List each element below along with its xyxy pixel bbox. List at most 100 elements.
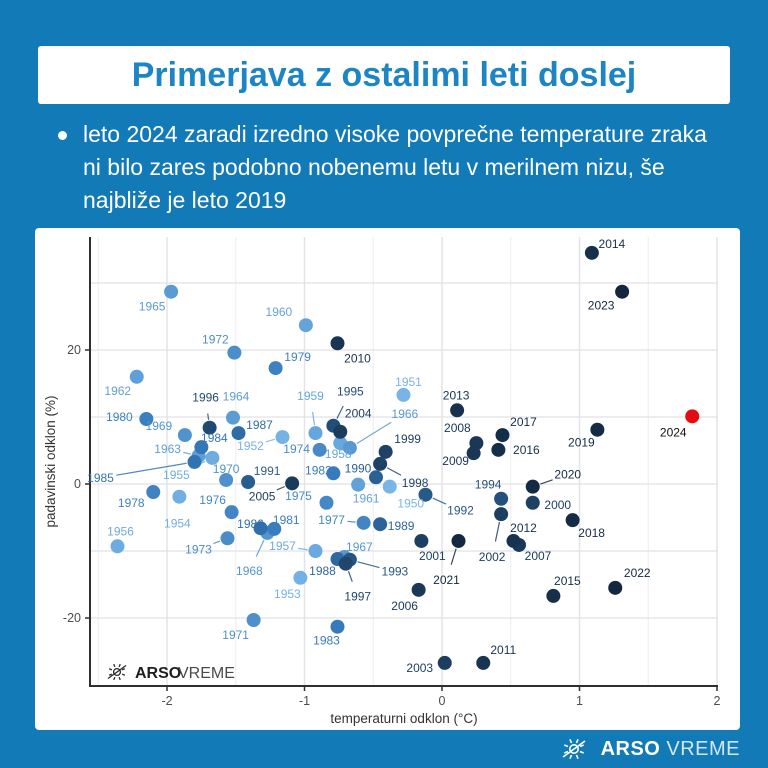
data-point-label-1962: 1962 bbox=[104, 384, 131, 398]
data-point-1987 bbox=[231, 426, 246, 441]
leader-line bbox=[116, 462, 187, 476]
data-point-1996 bbox=[202, 420, 217, 435]
plot-panel bbox=[90, 237, 718, 686]
data-point-label-2009: 2009 bbox=[442, 454, 469, 468]
data-point-label-1978: 1978 bbox=[118, 496, 145, 510]
leader-line bbox=[356, 421, 392, 445]
data-point-1980 bbox=[139, 412, 154, 427]
data-point-label-1970: 1970 bbox=[213, 462, 240, 476]
data-point-2016 bbox=[491, 442, 506, 457]
data-point-2022 bbox=[608, 580, 623, 595]
data-point-1956 bbox=[110, 539, 125, 554]
data-point-label-1963: 1963 bbox=[154, 442, 181, 456]
data-point-1955 bbox=[205, 450, 220, 465]
y-tick-label: 20 bbox=[67, 343, 81, 357]
data-point-1992 bbox=[418, 487, 433, 502]
data-point-label-1955: 1955 bbox=[163, 468, 190, 482]
data-point-label-1965: 1965 bbox=[139, 300, 166, 314]
data-point-2010 bbox=[330, 336, 345, 351]
data-point-label-1994: 1994 bbox=[475, 478, 502, 492]
data-point-label-2021: 2021 bbox=[433, 573, 460, 587]
data-point-1970 bbox=[219, 472, 234, 487]
data-point-label-1983: 1983 bbox=[313, 634, 340, 648]
data-point-1994 bbox=[494, 491, 509, 506]
data-point-label-1986: 1986 bbox=[237, 517, 264, 531]
data-point-label-2016: 2016 bbox=[513, 443, 540, 457]
data-point-1998 bbox=[373, 456, 388, 471]
data-point-label-2006: 2006 bbox=[391, 599, 418, 613]
data-point-label-1995: 1995 bbox=[337, 385, 364, 399]
leader-line bbox=[213, 540, 221, 545]
data-point-1978 bbox=[146, 485, 161, 500]
data-points bbox=[110, 245, 700, 670]
x-tick-label: 1 bbox=[576, 694, 583, 708]
data-point-1983 bbox=[330, 619, 345, 634]
data-point-2021 bbox=[451, 533, 466, 548]
data-point-1962 bbox=[129, 369, 144, 384]
leader-line bbox=[276, 485, 286, 491]
data-point-label-1956: 1956 bbox=[107, 524, 134, 538]
data-point-label-1950: 1950 bbox=[397, 497, 424, 511]
watermark-brand-rest: VREME bbox=[178, 665, 235, 682]
page-title: Primerjava z ostalimi leti doslej bbox=[131, 56, 637, 94]
leader-line bbox=[312, 411, 316, 426]
data-point-1950 bbox=[382, 479, 397, 494]
point-labels: 1950 1951 1952 1953 1954 1955 1956 1957 1958 1959… bbox=[87, 237, 687, 675]
data-point-label-1990: 1990 bbox=[345, 461, 372, 475]
leader-line bbox=[494, 521, 501, 542]
title-card: Primerjava z ostalimi leti doslej bbox=[38, 46, 730, 104]
leader-line bbox=[386, 467, 402, 476]
data-point-2009 bbox=[466, 446, 481, 461]
data-point-label-1971: 1971 bbox=[222, 628, 249, 642]
data-point-label-2014: 2014 bbox=[599, 237, 626, 251]
data-point-label-1953: 1953 bbox=[274, 587, 301, 601]
x-tick-label: 2 bbox=[714, 694, 721, 708]
data-point-1989 bbox=[373, 517, 388, 532]
footer-brand-text: ARSO VREME bbox=[601, 738, 740, 761]
leader-line bbox=[450, 548, 457, 565]
data-point-label-1973: 1973 bbox=[185, 542, 212, 556]
data-point-label-2011: 2011 bbox=[490, 643, 516, 657]
data-point-1973 bbox=[220, 531, 235, 546]
data-point-label-1997: 1997 bbox=[344, 590, 371, 604]
data-point-label-2022: 2022 bbox=[624, 566, 651, 580]
data-point-1961 bbox=[351, 477, 366, 492]
data-point-label-1964: 1964 bbox=[223, 390, 250, 404]
data-point-2019 bbox=[590, 422, 605, 437]
data-point-1984 bbox=[194, 440, 209, 455]
data-point-label-2007: 2007 bbox=[525, 549, 552, 563]
data-point-label-1991: 1991 bbox=[254, 464, 281, 478]
data-point-label-1974: 1974 bbox=[283, 442, 310, 456]
x-tick-label: -2 bbox=[161, 694, 172, 708]
data-point-2011 bbox=[476, 655, 491, 670]
data-point-2002 bbox=[494, 507, 509, 522]
sun-icon bbox=[562, 738, 586, 760]
leader-line bbox=[255, 539, 265, 557]
data-point-1974 bbox=[312, 442, 327, 457]
data-point-label-1993: 1993 bbox=[382, 565, 409, 579]
data-point-label-2004: 2004 bbox=[345, 407, 372, 421]
footer-brand-bold: ARSO bbox=[600, 737, 661, 760]
scatter-chart: -2 -1 0 1 2 20 0 -20 temperaturni odklon (°C) pad… bbox=[43, 237, 721, 726]
data-point-label-2002: 2002 bbox=[479, 550, 506, 564]
data-point-label-1952: 1952 bbox=[237, 439, 264, 453]
data-point-1971 bbox=[246, 613, 261, 628]
data-point-label-2001: 2001 bbox=[419, 549, 446, 563]
data-point-2018 bbox=[565, 513, 580, 528]
y-tick-label: -20 bbox=[63, 611, 81, 625]
data-point-label-1982: 1982 bbox=[305, 463, 332, 477]
data-point-1966 bbox=[342, 440, 357, 455]
data-point-1981 bbox=[267, 521, 282, 536]
data-point-1959 bbox=[308, 426, 323, 441]
chart-card: -2 -1 0 1 2 20 0 -20 temperaturni odklon (°C) pad… bbox=[35, 228, 740, 730]
data-point-label-1969: 1969 bbox=[146, 419, 173, 433]
data-point-label-1954: 1954 bbox=[164, 517, 191, 531]
data-point-1977 bbox=[356, 515, 371, 530]
data-point-2001 bbox=[414, 533, 429, 548]
leader-line bbox=[265, 438, 275, 443]
bullet-text: leto 2024 zaradi izredno visoke povprečn… bbox=[83, 121, 707, 213]
data-point-1954 bbox=[172, 489, 187, 504]
leader-line bbox=[347, 520, 356, 523]
leader-line bbox=[336, 405, 344, 419]
data-point-1972 bbox=[227, 345, 242, 360]
